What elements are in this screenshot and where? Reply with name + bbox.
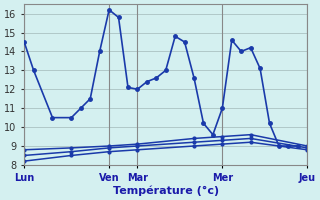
X-axis label: Température (°c): Température (°c): [113, 185, 219, 196]
